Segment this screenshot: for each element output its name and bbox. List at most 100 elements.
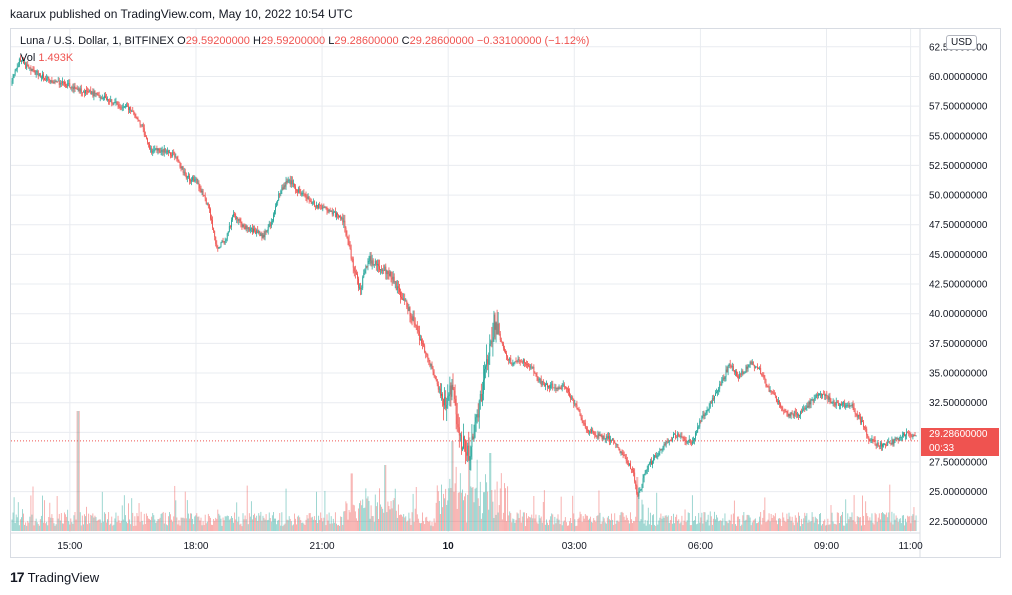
candle-body [27, 64, 29, 67]
volume-bar [172, 521, 174, 531]
candle-body [506, 353, 507, 357]
candle-body [337, 212, 338, 215]
volume-bar [709, 511, 711, 531]
volume-bar [665, 515, 667, 531]
volume-bar [602, 516, 604, 531]
candle-body [683, 437, 685, 439]
candle-body [35, 71, 37, 75]
candle-body [329, 209, 331, 212]
volume-bar [884, 514, 885, 531]
volume-bar [387, 501, 389, 531]
candle-body [666, 440, 668, 442]
candle-body [341, 217, 343, 219]
volume-bar [883, 513, 884, 531]
candle-body [453, 389, 455, 391]
volume-bar [122, 519, 124, 531]
candle-body [472, 436, 474, 440]
volume-bar [685, 522, 687, 531]
currency-badge[interactable]: USD [946, 35, 978, 50]
candle-body [488, 356, 490, 365]
candle-body [588, 430, 589, 432]
volume-bar [534, 518, 536, 531]
symbol-legend[interactable]: Luna / U.S. Dollar, 1, BITFINEX O29.5920… [20, 35, 589, 47]
volume-bar [150, 519, 152, 531]
candle-body [620, 452, 622, 454]
volume-bar [813, 522, 815, 531]
volume-bar [552, 514, 554, 531]
volume-bar [645, 525, 647, 531]
candle-body [619, 450, 621, 453]
volume-bar [693, 520, 694, 531]
candle-body [276, 202, 278, 207]
candle-body [58, 80, 60, 85]
candle-body [690, 442, 692, 444]
volume-bar [740, 525, 742, 531]
volume-bar [371, 516, 373, 531]
volume-bar [453, 491, 455, 531]
candle-body [871, 439, 873, 441]
candle-body [572, 397, 574, 400]
candle-body [269, 223, 271, 227]
volume-bar [65, 514, 66, 531]
candle-body [48, 77, 50, 81]
volume-bar [714, 511, 715, 531]
volume-bar [908, 516, 910, 531]
candle-body [725, 369, 727, 378]
volume-bar [868, 520, 870, 531]
volume-bar [809, 521, 811, 531]
volume-bar [351, 473, 353, 531]
candle-body [378, 263, 379, 267]
candle-body [565, 387, 567, 389]
volume-bar [720, 520, 722, 531]
footer-branding[interactable]: 17 TradingView [10, 569, 99, 585]
candle-body [700, 420, 702, 422]
candle-body [612, 439, 614, 441]
candle-body [880, 442, 882, 447]
volume-bar [706, 519, 708, 531]
volume-bar [58, 513, 60, 531]
candle-body [892, 439, 894, 445]
volume-bar [848, 519, 850, 531]
volume-bar [854, 521, 856, 531]
candle-body [192, 176, 194, 181]
candle-body [626, 460, 628, 463]
candle-body [538, 379, 540, 381]
volume-bar [326, 514, 328, 531]
volume-bar [298, 515, 300, 531]
volume-bar [105, 513, 106, 531]
candle-body [786, 411, 788, 414]
candle-body [698, 426, 700, 428]
volume-bar [189, 518, 190, 531]
volume-bar [479, 481, 481, 531]
publish-caption: kaarux published on TradingView.com, May… [10, 7, 353, 21]
volume-bar [99, 519, 101, 531]
tradingview-logo-icon: 17 [10, 569, 25, 585]
candle-body [801, 411, 803, 413]
volume-bar [23, 513, 24, 531]
candle-body [846, 405, 848, 406]
volume-bar [748, 515, 750, 531]
volume-bar [708, 525, 710, 531]
candle-body [485, 366, 486, 370]
volume-bar [729, 520, 731, 531]
candle-body [225, 239, 227, 242]
candle-body [282, 187, 284, 190]
candle-body [504, 348, 505, 352]
volume-value: 1.493K [38, 52, 74, 64]
candle-body [861, 420, 862, 423]
candle-body [480, 394, 482, 402]
volume-bar [764, 497, 766, 531]
volume-bar [785, 521, 787, 531]
volume-bar [329, 523, 331, 531]
volume-bar [283, 524, 285, 531]
volume-bar [810, 521, 812, 531]
candle-body [265, 231, 267, 233]
volume-bar [316, 491, 317, 531]
chart-frame[interactable] [10, 28, 1001, 558]
volume-bar [15, 514, 17, 531]
volume-legend[interactable]: Vol 1.493K [20, 52, 73, 64]
candle-body [116, 101, 118, 105]
candle-body [16, 67, 18, 70]
candle-body [540, 379, 542, 386]
